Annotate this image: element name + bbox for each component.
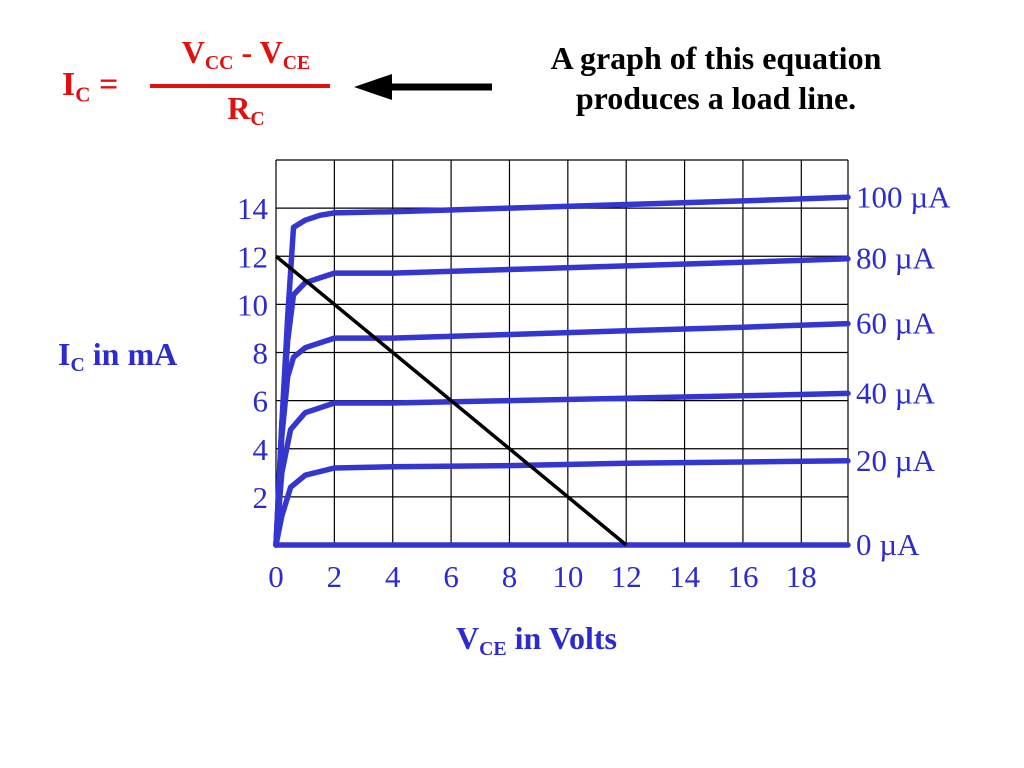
y-tick-label: 6 — [253, 384, 269, 419]
eq-vcc: V — [181, 34, 205, 70]
curve-label: 40 µA — [856, 375, 936, 410]
grid — [275, 159, 849, 546]
x-tick-label: 12 — [611, 559, 642, 594]
equation-numerator: VCC - VCE — [160, 34, 332, 75]
eq-rc: R — [227, 90, 251, 126]
curve-labels: 100 µA 80 µA 60 µA 40 µA 20 µA 0 µA — [856, 179, 951, 562]
x-axis-label: VCE in Volts — [456, 620, 617, 661]
y-tick-label: 14 — [237, 191, 269, 226]
equation-lhs: IC = — [62, 66, 118, 107]
x-label-sub: CE — [479, 637, 507, 660]
x-tick-label: 8 — [502, 559, 518, 594]
y-tick-label: 4 — [253, 432, 269, 467]
x-tick-label: 10 — [552, 559, 583, 594]
curve-5 — [273, 194, 851, 548]
load-line-note: A graph of this equation produces a load… — [550, 40, 882, 116]
x-tick-label: 6 — [443, 559, 459, 594]
curve-label: 80 µA — [856, 241, 936, 276]
y-tick-label: 12 — [237, 239, 268, 274]
y-label-main: I — [58, 336, 71, 372]
x-label-main: V — [456, 620, 480, 656]
eq-equals: = — [90, 66, 119, 103]
curve-1 — [273, 458, 851, 548]
x-tick-label: 14 — [669, 559, 701, 594]
curves — [273, 194, 851, 548]
y-tick-label: 8 — [253, 336, 269, 371]
curve-label: 20 µA — [856, 443, 936, 478]
eq-vcc-sub: CC — [204, 51, 234, 74]
load-line — [274, 254, 628, 547]
y-tick-label: 2 — [253, 480, 269, 515]
eq-rc-sub: C — [250, 107, 265, 130]
curve-3 — [273, 320, 851, 548]
curve-label: 60 µA — [856, 306, 936, 341]
y-label-rest: in mA — [84, 336, 178, 372]
y-axis-label: IC in mA — [58, 336, 177, 377]
eq-vce-sub: CE — [282, 51, 311, 74]
curve-2 — [273, 390, 851, 548]
curve-label: 100 µA — [856, 179, 951, 214]
x-tick-label: 18 — [786, 559, 817, 594]
x-tick-label: 4 — [385, 559, 401, 594]
eq-ic-main: I — [62, 66, 76, 103]
curve-label: 0 µA — [856, 527, 920, 562]
eq-minus-v: - V — [233, 34, 283, 70]
load-line-layer — [274, 254, 628, 547]
x-tick-label: 2 — [327, 559, 343, 594]
tick-labels: 0 2 4 6 8 10 12 14 16 18 2 4 6 8 10 12 14 — [237, 191, 817, 594]
eq-ic-sub: C — [75, 82, 91, 107]
equation-denominator: RC — [160, 90, 332, 131]
x-label-rest: in Volts — [506, 620, 617, 656]
x-tick-label: 16 — [727, 559, 758, 594]
y-label-sub: C — [70, 353, 85, 376]
y-tick-label: 10 — [237, 287, 268, 322]
x-tick-label: 0 — [268, 559, 284, 594]
fraction-bar — [150, 84, 330, 88]
arrow-icon — [354, 74, 492, 100]
